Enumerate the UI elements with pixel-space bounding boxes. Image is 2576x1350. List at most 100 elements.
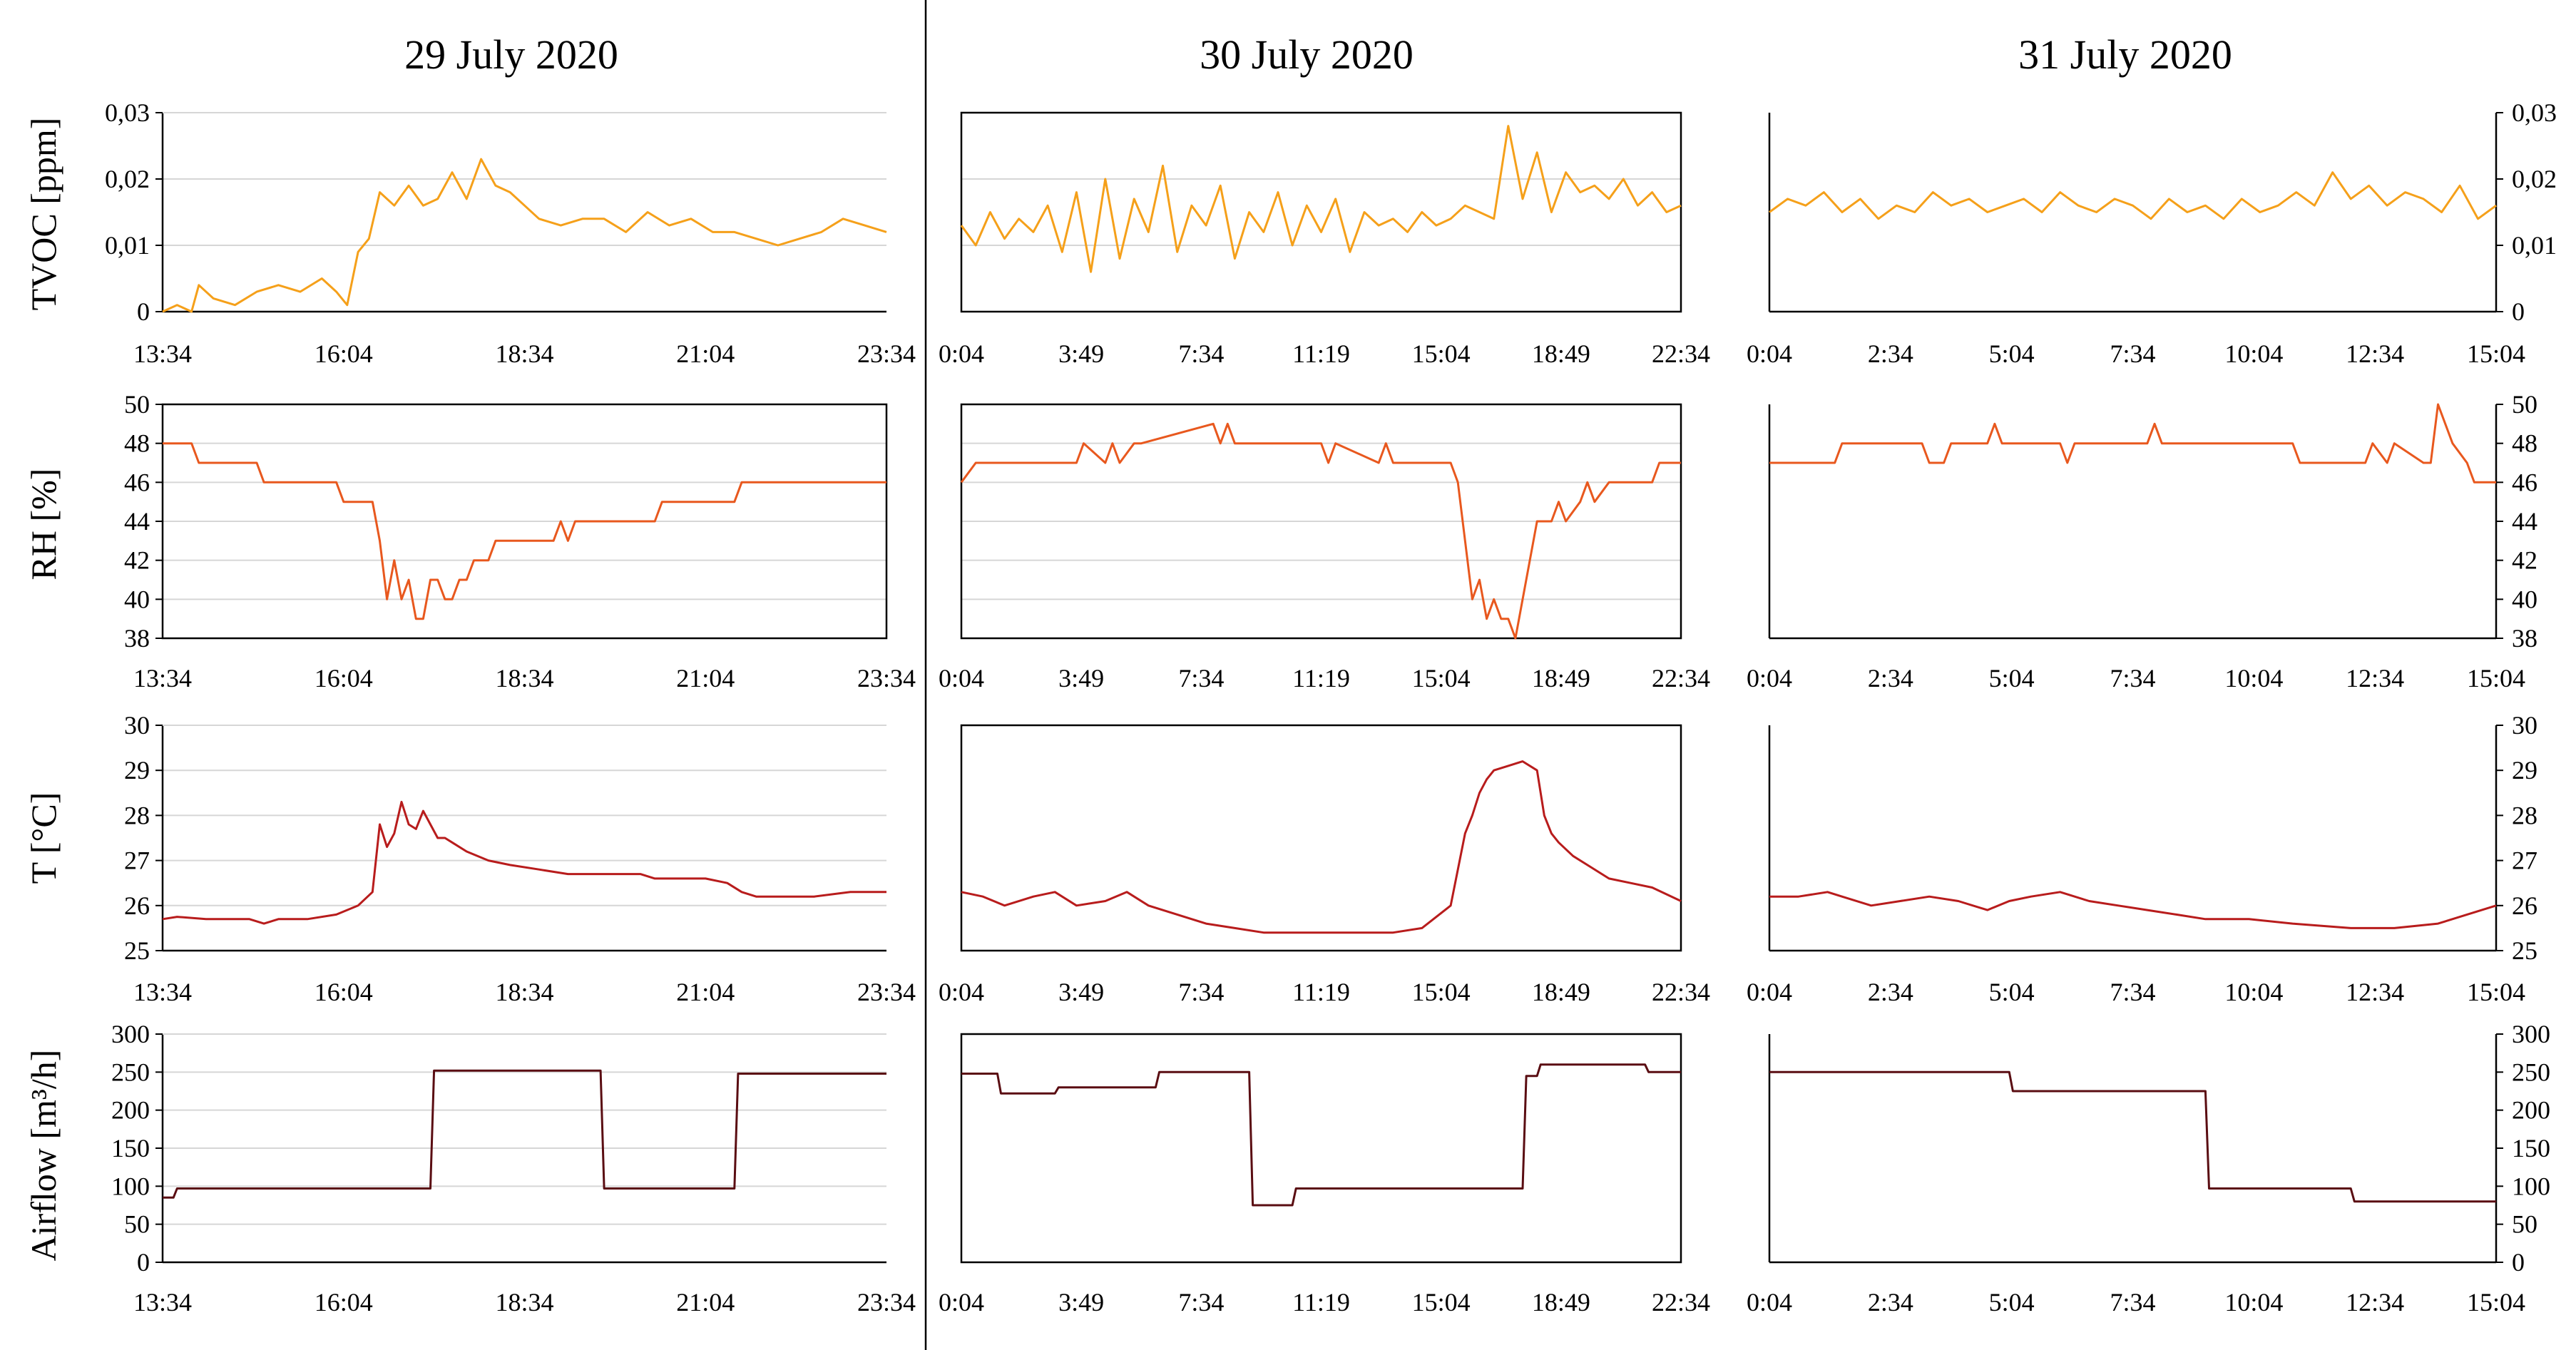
x-tick-label: 15:04 [1412,339,1471,368]
chart-panel-rh-31: 38 40 42 44 46 48 50 0:04 2:34 5:04 7:34 10:04 12:34… [1747,390,2537,692]
x-tick-label: 13:34 [133,978,192,1006]
x-tick-label: 18:49 [1532,339,1590,368]
y-tick-label: 300 [2512,1020,2550,1048]
y-tick-label: 40 [124,585,150,613]
series-line-airflow-29 [163,1069,886,1199]
x-tick-label: 21:04 [676,1288,735,1316]
y-tick-label: 27 [124,847,150,875]
y-tick-label: 26 [124,891,150,920]
x-tick-label: 16:04 [315,664,373,692]
x-tick-label: 3:49 [1058,664,1104,692]
x-tick-label: 16:04 [315,1288,373,1316]
y-tick-label: 29 [124,756,150,784]
series-line-rh-30 [960,422,1681,640]
x-tick-label: 0:04 [939,978,984,1006]
y-tick-label: 300 [111,1020,150,1048]
x-tick-label: 7:34 [1178,978,1224,1006]
x-tick-label: 15:04 [2467,978,2525,1006]
chart-panel-tvoc-29: 0 0,01 0,02 0,03 13:34 16:04 18:34 21:04 23:34 [105,98,916,368]
x-tick-label: 18:49 [1532,978,1590,1006]
y-tick-label: 46 [2512,468,2537,496]
series-line-airflow-30 [961,1063,1681,1207]
y-tick-label: 0 [137,1248,150,1277]
x-tick-label: 18:34 [495,1288,553,1316]
x-tick-label: 21:04 [676,978,735,1006]
chart-panel-airflow-31: 0 50 100 150 200 250 300 0:04 2:34 5:04 7:34 10:04 1… [1747,1020,2550,1316]
x-tick-label: 0:04 [1747,339,1792,368]
x-tick-label: 13:34 [133,664,192,692]
chart-panel-t-29: 25 26 27 28 29 30 13:34 16:04 18:34 21:04 23:34 [124,711,916,1006]
y-tick-label: 28 [2512,801,2537,829]
x-tick-label: 15:04 [1412,664,1471,692]
series-line-airflow-31 [1769,1070,2496,1203]
y-tick-label: 100 [111,1172,150,1200]
x-tick-label: 0:04 [1747,1288,1792,1316]
x-tick-label: 12:34 [2346,664,2404,692]
plot-frame [960,724,1682,952]
y-tick-label: 50 [124,1210,150,1239]
x-tick-label: 7:34 [2110,978,2155,1006]
ylabel-temperature: T [°C] [24,792,63,884]
series-line-t-29 [162,800,886,925]
x-tick-label: 12:34 [2346,1288,2404,1316]
x-tick-label: 23:34 [857,664,916,692]
x-tick-label: 5:04 [1989,1288,2035,1316]
x-tick-label: 12:34 [2346,339,2404,368]
x-tick-label: 0:04 [939,1288,984,1316]
x-tick-label: 0:04 [1747,978,1792,1006]
y-tick-label: 150 [2512,1134,2550,1162]
y-tick-label: 0,02 [105,165,150,193]
chart-panel-t-30: 0:04 3:49 7:34 11:19 15:04 18:49 22:34 [939,724,1710,1006]
x-tick-label: 10:04 [2224,664,2283,692]
y-tick-label: 0 [137,297,150,326]
y-tick-label: 48 [124,429,150,458]
y-tick-label: 26 [2512,891,2537,920]
x-tick-label: 11:19 [1292,1288,1350,1316]
series-line-t-31 [1769,891,2497,929]
x-tick-label: 15:04 [2467,339,2525,368]
y-tick-label: 44 [2512,507,2537,536]
chart-panel-rh-30: 0:04 3:49 7:34 11:19 15:04 18:49 22:34 [939,403,1710,692]
y-tick-label: 38 [2512,624,2537,653]
x-tick-label: 23:34 [857,1288,916,1316]
ylabel-tvoc: TVOC [ppm] [24,118,63,311]
ylabel-rh: RH [%] [24,469,63,581]
y-tick-label: 0 [2512,297,2525,326]
chart-panel-rh-29: 38 40 42 44 46 48 50 13:34 16:04 18:34 21:04 23:34 [124,390,916,692]
x-tick-label: 18:49 [1532,1288,1590,1316]
y-tick-label: 50 [2512,390,2537,419]
x-tick-label: 10:04 [2224,339,2283,368]
x-tick-label: 16:04 [315,978,373,1006]
plot-frame [960,111,1682,313]
y-tick-label: 30 [124,711,150,740]
plot-frame [960,1033,1682,1264]
x-tick-label: 11:19 [1292,339,1350,368]
x-tick-label: 15:04 [1412,978,1471,1006]
x-tick-label: 23:34 [857,339,916,368]
day-title-29-july: 29 July 2020 [404,31,618,78]
x-tick-label: 12:34 [2346,978,2404,1006]
y-tick-label: 0,02 [2512,165,2557,193]
series-line-rh-31 [1769,403,2496,484]
y-tick-label: 40 [2512,585,2537,613]
chart-panel-tvoc-31: 0 0,01 0,02 0,03 0:04 2:34 5:04 7:34 10:04 12:34 1… [1747,98,2557,368]
x-tick-label: 11:19 [1292,664,1350,692]
x-tick-label: 18:49 [1532,664,1590,692]
x-tick-label: 10:04 [2224,978,2283,1006]
y-tick-label: 42 [2512,546,2537,575]
x-tick-label: 15:04 [1412,1288,1471,1316]
chart-panel-tvoc-30: 0:04 3:49 7:34 11:19 15:04 18:49 22:34 [939,111,1710,368]
y-tick-label: 38 [124,624,150,653]
ylabel-airflow: Airflow [m³/h] [24,1050,63,1262]
x-tick-label: 2:34 [1868,664,1913,692]
y-tick-label: 250 [111,1058,150,1086]
x-tick-label: 10:04 [2224,1288,2283,1316]
x-tick-label: 7:34 [1178,664,1224,692]
chart-panel-airflow-29: 0 50 100 150 200 250 300 13:34 16:04 18:34 21:04 23… [111,1020,916,1316]
x-tick-label: 21:04 [676,664,735,692]
x-tick-label: 7:34 [2110,1288,2155,1316]
x-tick-label: 0:04 [939,664,984,692]
y-tick-label: 25 [2512,936,2537,965]
y-tick-label: 48 [2512,429,2537,458]
